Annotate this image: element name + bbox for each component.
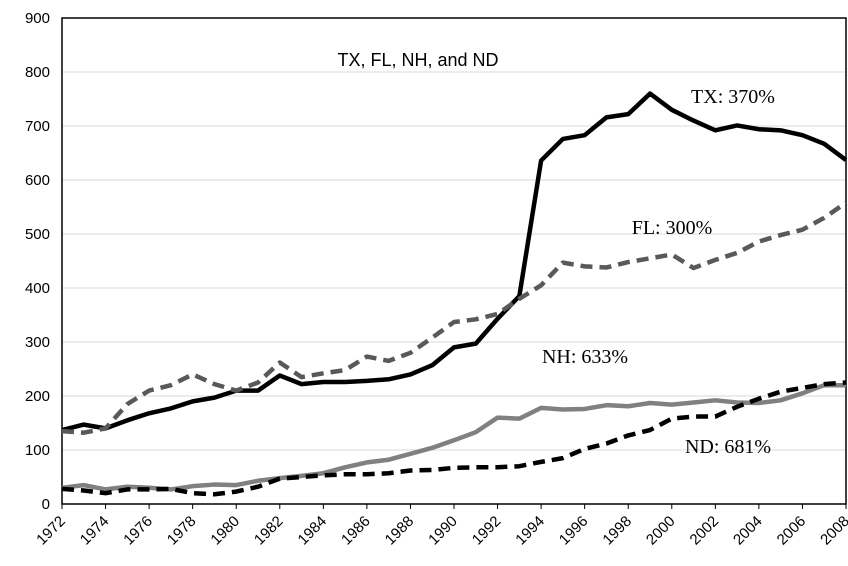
x-tick-label: 1994 <box>512 513 548 549</box>
y-tick-label: 800 <box>25 64 50 81</box>
x-tick-label: 1974 <box>77 513 113 549</box>
x-tick-label: 1978 <box>164 513 200 549</box>
x-tick-label: 1998 <box>599 513 635 549</box>
x-tick-label: 1992 <box>469 513 505 549</box>
x-tick-label: 2004 <box>730 513 766 549</box>
line <box>61 200 848 435</box>
y-tick-label: 600 <box>25 172 50 189</box>
x-tick-label: 1976 <box>120 513 156 549</box>
annotation: TX, FL, NH, and ND <box>337 50 498 70</box>
annotation: FL: 300% <box>632 217 713 239</box>
y-tick-label: 400 <box>25 280 50 297</box>
x-tick-label: 2008 <box>817 513 848 549</box>
line <box>61 91 848 433</box>
x-tick-label: 2000 <box>643 513 679 549</box>
x-tick-label: 1972 <box>33 513 69 549</box>
y-tick-label: 300 <box>25 334 50 351</box>
annotation: TX: 370% <box>691 86 775 108</box>
x-tick-label: 1984 <box>295 513 331 549</box>
annotation: NH: 633% <box>542 346 628 368</box>
annotation: ND: 681% <box>685 436 771 458</box>
y-tick-label: 700 <box>25 118 50 135</box>
x-tick-label: 2006 <box>774 513 810 549</box>
y-tick-label: 0 <box>42 496 50 513</box>
x-tick-label: 1982 <box>251 513 287 549</box>
y-tick-label: 100 <box>25 442 50 459</box>
y-tick-label: 200 <box>25 388 50 405</box>
y-tick-label: 500 <box>25 226 50 243</box>
x-tick-label: 1986 <box>338 513 374 549</box>
line <box>61 380 847 497</box>
x-tick-label: 1988 <box>382 513 418 549</box>
line <box>61 382 846 492</box>
x-tick-label: 2002 <box>687 513 723 549</box>
x-tick-label: 1990 <box>425 513 461 549</box>
y-tick-label: 900 <box>25 10 50 27</box>
x-tick-label: 1980 <box>207 513 243 549</box>
x-tick-label: 1996 <box>556 513 592 549</box>
